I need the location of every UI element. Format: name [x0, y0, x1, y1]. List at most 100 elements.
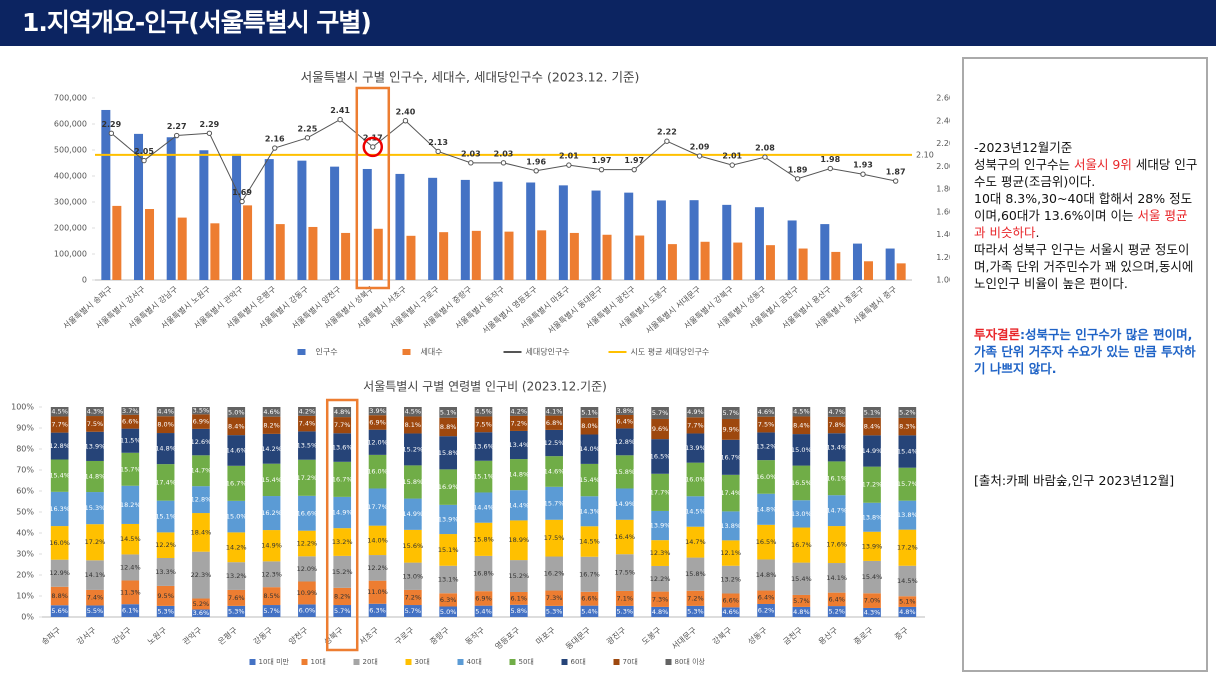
bar-segment	[262, 463, 281, 497]
data-label: 15.0%	[791, 446, 812, 454]
bar-segment	[721, 607, 740, 617]
bar-segment	[545, 415, 563, 430]
legend-label: 30대	[415, 658, 430, 666]
bar	[243, 205, 253, 280]
data-label: 4.7%	[828, 408, 845, 416]
data-label: 17.2%	[862, 481, 883, 489]
bar-segment	[86, 416, 104, 432]
y-tick-label: 300,000	[54, 198, 87, 207]
bar-segment	[863, 407, 881, 418]
data-label: 2.01	[559, 152, 579, 161]
data-label: 13.9%	[685, 444, 706, 452]
data-label: 12.2%	[297, 540, 318, 548]
data-label: 16.0%	[756, 473, 777, 481]
data-label: 5.7%	[722, 409, 739, 417]
bar-segment	[580, 556, 599, 592]
data-label: 5.7%	[652, 409, 669, 417]
point	[664, 138, 670, 144]
data-label: 7.8%	[828, 421, 845, 429]
y-tick-label: 100,000	[54, 250, 87, 259]
bar-segment	[262, 605, 281, 617]
data-label: 5.3%	[157, 607, 174, 615]
bar-segment	[615, 605, 634, 617]
legend-label: 20대	[363, 658, 378, 666]
bar-segment	[686, 526, 705, 558]
bar	[754, 207, 764, 280]
bar-segment	[404, 433, 422, 466]
bar	[199, 150, 209, 280]
data-label: 14.6%	[544, 467, 565, 475]
x-tick-label: 노원구	[146, 626, 169, 647]
bar-segment	[509, 459, 528, 491]
x-tick-label: 서울특별시 서대문구	[643, 284, 702, 336]
bar-segment	[404, 529, 422, 563]
note: 따라서 성북구 인구는 서울시 평균 정도이며,가족 단위 거주민수가 꽤 있으…	[974, 242, 1194, 291]
bar-segment	[615, 414, 634, 429]
bar-segment	[298, 459, 316, 496]
bar-segment	[404, 407, 422, 417]
bar-segment	[121, 414, 140, 429]
bar-segment	[615, 554, 634, 591]
data-label: 7.5%	[475, 420, 492, 428]
data-label: 3.7%	[122, 407, 139, 415]
data-label: 2.13	[428, 138, 448, 147]
data-label: 12.0%	[297, 565, 318, 573]
bar-segment	[368, 555, 387, 581]
highlight-circle	[362, 136, 384, 158]
bar-segment	[227, 417, 246, 436]
data-label: 4.5%	[475, 408, 492, 416]
data-label: 4.6%	[722, 608, 739, 616]
x-tick-label: 서울특별시 영등포구	[480, 284, 539, 336]
bar-segment	[474, 605, 493, 617]
data-label: 14.8%	[85, 473, 106, 481]
data-label: 16.5%	[650, 452, 671, 460]
bar-segment	[827, 433, 846, 462]
data-label: 6.1%	[122, 607, 139, 615]
point	[729, 162, 735, 168]
bar-segment	[615, 519, 634, 555]
data-label: 13.0%	[791, 510, 812, 518]
bar	[308, 226, 318, 280]
data-label: 6.6%	[581, 595, 598, 603]
x-tick-label: 강서구	[75, 625, 98, 647]
bar-segment	[615, 488, 634, 520]
bar-segment	[509, 592, 528, 605]
point	[533, 168, 539, 174]
bar	[787, 220, 797, 280]
data-label: 4.3%	[87, 408, 104, 416]
data-label: 5.2%	[828, 608, 845, 616]
data-label: 4.8%	[334, 408, 351, 416]
bar-segment	[580, 417, 599, 435]
y2-tick-label: 1.80	[936, 185, 950, 194]
data-label: 5.7%	[263, 607, 280, 615]
data-label: 6.4%	[758, 593, 775, 601]
data-label: 2.05	[134, 147, 154, 156]
data-label: 13.0%	[403, 572, 424, 580]
data-label: 16.1%	[826, 474, 847, 482]
x-tick-label: 구로구	[393, 626, 416, 647]
data-label: 2.25	[298, 124, 318, 133]
data-label: 17.4%	[720, 489, 741, 497]
point	[174, 132, 180, 139]
point	[435, 148, 441, 155]
note: 10대 8.3%,30~40대 합해서 28% 정도이며,60대가 13.6%이…	[974, 191, 1193, 223]
data-label: 13.2%	[332, 538, 353, 546]
x-tick-label: 강남구	[110, 625, 133, 647]
bar-segment	[721, 439, 740, 475]
bar-segment	[757, 416, 775, 433]
data-label: 2.03	[461, 149, 481, 158]
data-label: 15.8%	[685, 570, 706, 578]
bar-segment	[863, 466, 881, 503]
data-label: 12.9%	[49, 569, 70, 577]
data-label: 2.09	[690, 143, 710, 152]
y2-tick-label: 1.40	[936, 230, 950, 239]
bar-segment	[686, 605, 705, 617]
bar-segment	[404, 562, 422, 590]
y-tick-label: 400,000	[54, 172, 87, 181]
data-label: 15.4%	[791, 575, 812, 583]
legend-label: 세대수	[421, 348, 443, 357]
bar	[406, 235, 416, 280]
bar-segment	[298, 415, 316, 432]
slide-title: 1.지역개요-인구(서울특별시 구별)	[0, 0, 1216, 46]
bar-segment	[439, 417, 458, 437]
